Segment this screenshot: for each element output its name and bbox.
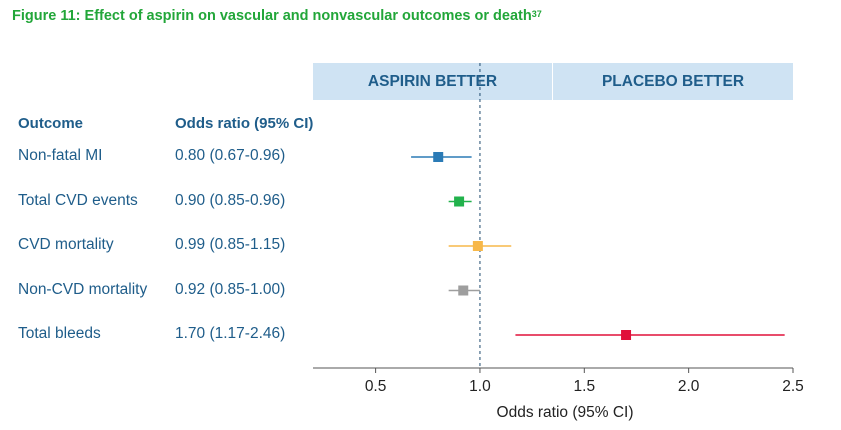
x-tick-label: 2.0	[678, 378, 700, 395]
odds-ratio-value: 0.90 (0.85-0.96)	[175, 191, 286, 209]
outcome-label: Non-fatal MI	[18, 147, 103, 164]
x-tick-label: 1.0	[469, 378, 491, 395]
aspirin-better-label: ASPIRIN BETTER	[367, 72, 498, 90]
outcome-label: Total CVD events	[18, 191, 138, 209]
figure-title: Figure 11: Effect of aspirin on vascular…	[12, 8, 542, 24]
odds-ratio-value: 0.80 (0.67-0.96)	[175, 147, 286, 164]
odds-ratio-value: 0.99 (0.85-1.15)	[175, 236, 286, 253]
odds-ratio-value: 0.92 (0.85-1.00)	[175, 280, 286, 298]
x-tick-label: 0.5	[365, 378, 387, 395]
odds-ratio-value: 1.70 (1.17-2.46)	[175, 325, 286, 342]
x-tick-label: 2.5	[782, 378, 804, 395]
outcome-label: Total bleeds	[18, 325, 101, 342]
point-estimate-marker	[458, 285, 469, 296]
point-estimate-marker	[433, 152, 444, 162]
figure-title-text: Figure 11: Effect of aspirin on vascular…	[12, 8, 532, 24]
outcome-label: CVD mortality	[18, 236, 114, 253]
outcome-label: Non-CVD mortality	[18, 280, 148, 298]
aspirin-better-band: ASPIRIN BETTER	[313, 63, 552, 100]
x-axis-label: Odds ratio (95% CI)	[496, 404, 634, 421]
point-estimate-marker	[472, 241, 483, 251]
figure-title-reference: 37	[531, 9, 542, 19]
point-estimate-marker	[454, 196, 465, 207]
x-tick-label: 1.5	[574, 378, 596, 395]
placebo-better-label: PLACEBO BETTER	[601, 72, 745, 90]
placebo-better-band: PLACEBO BETTER	[553, 63, 793, 100]
point-estimate-marker	[621, 330, 632, 340]
odds-ratio-header: Odds ratio (95% CI)	[175, 115, 314, 132]
outcome-header: Outcome	[18, 115, 84, 132]
